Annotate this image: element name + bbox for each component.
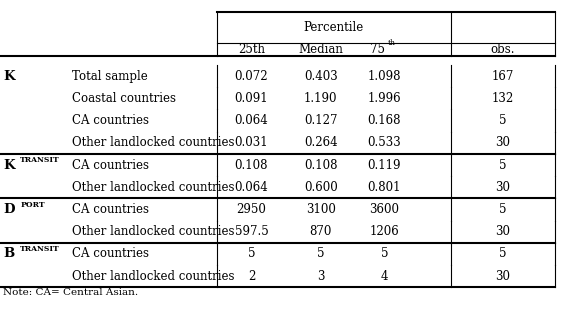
Text: 5: 5 (499, 114, 506, 127)
Text: K: K (3, 159, 14, 171)
Text: 0.108: 0.108 (235, 159, 268, 171)
Text: 5: 5 (499, 159, 506, 171)
Text: 3600: 3600 (369, 203, 399, 216)
Text: CA countries: CA countries (72, 114, 149, 127)
Text: B: B (3, 248, 14, 260)
Text: 870: 870 (310, 225, 332, 238)
Text: 0.072: 0.072 (235, 70, 268, 83)
Text: th: th (387, 39, 395, 47)
Text: 0.403: 0.403 (304, 70, 338, 83)
Text: Other landlocked countries: Other landlocked countries (72, 225, 235, 238)
Text: 0.801: 0.801 (368, 181, 401, 194)
Text: 0.533: 0.533 (368, 136, 401, 149)
Text: K: K (3, 70, 14, 83)
Text: Other landlocked countries: Other landlocked countries (72, 181, 235, 194)
Text: 0.119: 0.119 (368, 159, 401, 171)
Text: Percentile: Percentile (303, 21, 364, 34)
Text: 5: 5 (381, 248, 388, 260)
Text: 0.064: 0.064 (235, 181, 268, 194)
Text: Median: Median (298, 43, 343, 56)
Text: 597.5: 597.5 (235, 225, 268, 238)
Text: TRANSIT: TRANSIT (20, 156, 60, 164)
Text: 30: 30 (495, 225, 510, 238)
Text: 0.168: 0.168 (368, 114, 401, 127)
Text: 3: 3 (317, 270, 324, 283)
Text: 1.190: 1.190 (304, 92, 338, 105)
Text: 30: 30 (495, 270, 510, 283)
Text: 1.996: 1.996 (368, 92, 401, 105)
Text: 5: 5 (499, 248, 506, 260)
Text: 25th: 25th (238, 43, 265, 56)
Text: Other landlocked countries: Other landlocked countries (72, 270, 235, 283)
Text: 30: 30 (495, 181, 510, 194)
Text: 5: 5 (499, 203, 506, 216)
Text: D: D (3, 203, 14, 216)
Text: 167: 167 (492, 70, 514, 83)
Text: Coastal countries: Coastal countries (72, 92, 176, 105)
Text: TRANSIT: TRANSIT (20, 245, 60, 253)
Text: 0.264: 0.264 (304, 136, 338, 149)
Text: CA countries: CA countries (72, 248, 149, 260)
Text: 2950: 2950 (236, 203, 266, 216)
Text: 132: 132 (492, 92, 514, 105)
Text: 3100: 3100 (306, 203, 336, 216)
Text: 30: 30 (495, 136, 510, 149)
Text: 1.098: 1.098 (368, 70, 401, 83)
Text: Note: CA= Central Asian.: Note: CA= Central Asian. (3, 288, 138, 297)
Text: 4: 4 (381, 270, 388, 283)
Text: 0.064: 0.064 (235, 114, 268, 127)
Text: 5: 5 (248, 248, 255, 260)
Text: 0.600: 0.600 (304, 181, 338, 194)
Text: CA countries: CA countries (72, 159, 149, 171)
Text: 0.031: 0.031 (235, 136, 268, 149)
Text: 1206: 1206 (369, 225, 399, 238)
Text: 0.108: 0.108 (304, 159, 338, 171)
Text: 75: 75 (370, 43, 385, 56)
Text: Other landlocked countries: Other landlocked countries (72, 136, 235, 149)
Text: CA countries: CA countries (72, 203, 149, 216)
Text: 2: 2 (248, 270, 255, 283)
Text: Total sample: Total sample (72, 70, 148, 83)
Text: 0.127: 0.127 (304, 114, 338, 127)
Text: PORT: PORT (20, 201, 45, 209)
Text: 5: 5 (317, 248, 324, 260)
Text: obs.: obs. (491, 43, 515, 56)
Text: 0.091: 0.091 (235, 92, 268, 105)
